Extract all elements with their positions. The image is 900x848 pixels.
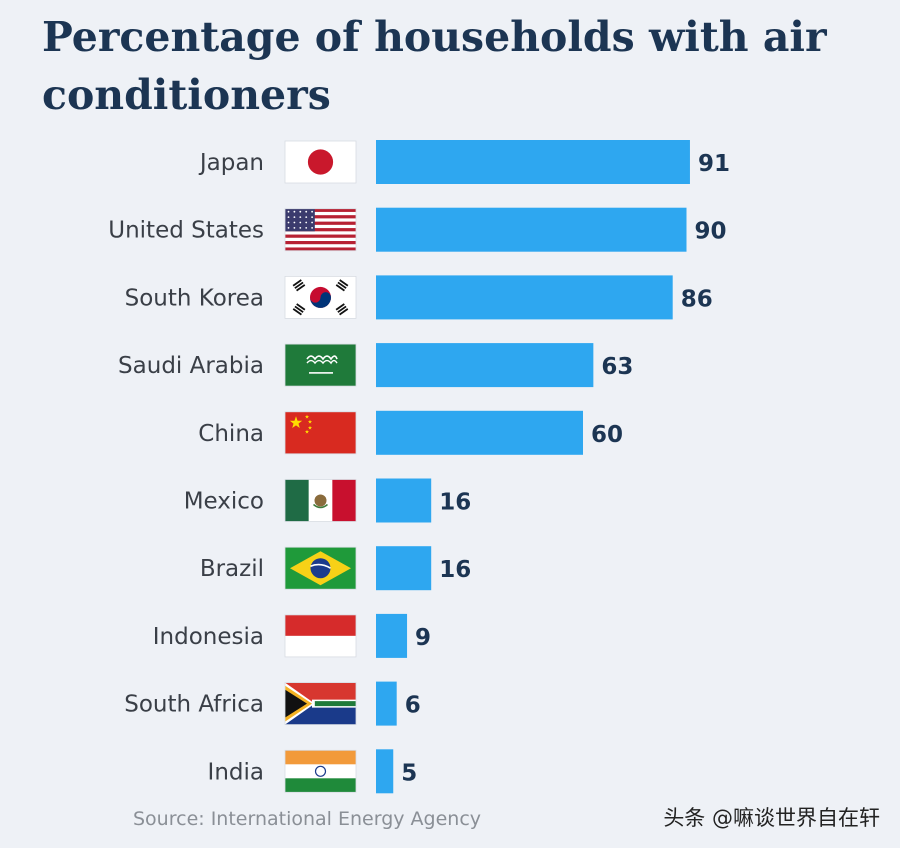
category-label: United States (108, 218, 264, 244)
bar (376, 343, 594, 388)
bar (376, 275, 673, 320)
value-label: 6 (405, 693, 421, 719)
bar (376, 749, 394, 794)
china-flag-icon (284, 411, 357, 455)
watermark: 头条 @嘛谈世界自在轩 (663, 806, 880, 830)
category-label: Saudi Arabia (118, 353, 264, 379)
category-label: China (198, 421, 264, 447)
category-label: Indonesia (153, 624, 264, 650)
value-label: 5 (401, 760, 417, 786)
brazil-flag-icon (284, 546, 357, 590)
category-label: South Korea (125, 285, 264, 311)
bar (376, 681, 397, 726)
source-note: Source: International Energy Agency (133, 808, 482, 830)
bar (376, 478, 432, 523)
value-label: 91 (698, 151, 730, 177)
value-label: 63 (601, 354, 633, 380)
bar (376, 410, 583, 455)
value-label: 60 (591, 422, 623, 448)
value-label: 9 (415, 625, 431, 651)
value-label: 16 (439, 490, 471, 516)
value-label: 16 (439, 557, 471, 583)
value-label: 86 (681, 286, 713, 312)
bar (376, 207, 687, 252)
bar (376, 546, 432, 591)
category-label: India (208, 759, 264, 785)
mexico-flag-icon (284, 479, 357, 522)
japan-flag-icon (284, 140, 357, 184)
chart-title: Percentage of households with air condit… (42, 13, 827, 119)
indonesia-flag-icon (284, 614, 357, 658)
south-korea-flag-icon (284, 275, 357, 319)
value-label: 90 (695, 219, 727, 245)
united-states-flag-icon (284, 208, 357, 252)
bar (376, 613, 408, 658)
category-label: Brazil (200, 556, 264, 582)
category-label: Japan (198, 150, 264, 176)
category-label: South Africa (124, 692, 264, 718)
bar (376, 140, 690, 184)
category-label: Mexico (184, 489, 264, 515)
south-africa-flag-icon (284, 682, 357, 725)
saudi-arabia-flag-icon (284, 343, 357, 387)
india-flag-icon (284, 749, 357, 793)
